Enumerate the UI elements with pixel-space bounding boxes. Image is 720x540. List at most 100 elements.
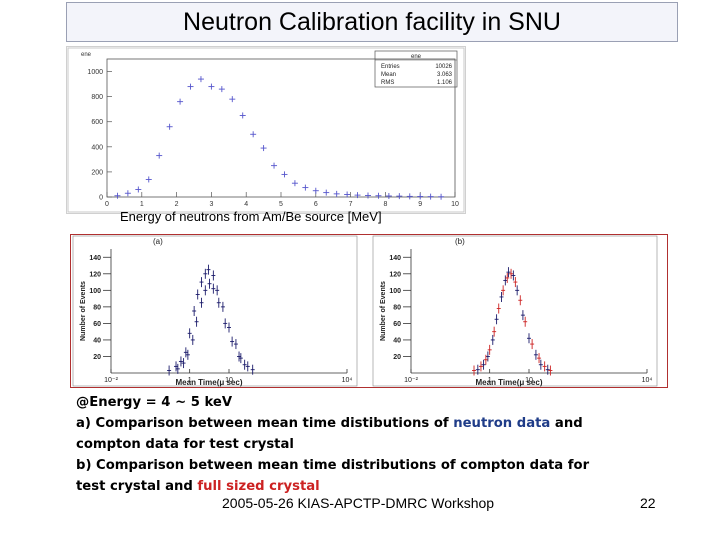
full-sized-crystal-highlight: full sized crystal xyxy=(197,479,320,494)
comparison-a-text: a) Comparison between mean time distibut… xyxy=(76,416,454,431)
data-point xyxy=(354,192,361,199)
y-axis-label: Number of Events xyxy=(380,281,387,341)
x-tick-label: 1 xyxy=(140,201,144,208)
data-point xyxy=(492,326,497,337)
slide-title-box: Neutron Calibration facility in SNU xyxy=(66,2,678,42)
data-point xyxy=(187,83,194,90)
data-point xyxy=(208,83,215,90)
data-point xyxy=(375,192,382,199)
y-tick-label: 60 xyxy=(393,321,401,328)
data-point xyxy=(483,354,488,365)
data-point xyxy=(211,283,216,294)
data-point xyxy=(513,277,518,288)
data-point xyxy=(545,364,550,375)
slide-title: Neutron Calibration facility in SNU xyxy=(183,7,561,36)
data-point xyxy=(227,322,231,333)
data-point xyxy=(195,289,200,300)
comparison-a-line2: compton data for test crystal xyxy=(76,437,294,452)
neutron-data-highlight: neutron data xyxy=(453,416,551,431)
stats-value: 1.106 xyxy=(437,80,453,86)
comparison-b-text: test crystal and xyxy=(76,479,198,494)
data-points xyxy=(114,76,445,200)
data-point xyxy=(192,306,197,316)
data-point xyxy=(174,361,179,372)
comparison-a-and: and xyxy=(550,416,583,431)
x-tick-label: 0 xyxy=(105,201,109,208)
data-point xyxy=(533,349,538,360)
data-point xyxy=(223,318,228,329)
data-point xyxy=(260,145,267,152)
data-point xyxy=(505,272,510,283)
x-tick-label: 5 xyxy=(279,201,283,208)
data-point xyxy=(271,162,278,169)
data-point xyxy=(167,365,172,376)
x-tick-label: 1 xyxy=(488,377,492,384)
data-point xyxy=(206,264,211,275)
data-point xyxy=(344,191,351,198)
y-tick-label: 120 xyxy=(389,271,401,278)
data-point xyxy=(396,193,403,200)
data-point xyxy=(220,301,225,312)
data-point xyxy=(538,359,543,370)
panel-b: (b) 20 40 60 80 100 120 140 10⁻² 1 10 10⁴ Mean Time(… xyxy=(372,235,658,387)
data-point xyxy=(365,192,371,199)
data-point xyxy=(494,314,499,325)
y-tick-label: 1000 xyxy=(87,69,103,76)
data-point xyxy=(203,285,208,296)
data-point xyxy=(207,278,212,289)
stats-value: 3.063 xyxy=(437,72,453,78)
data-point xyxy=(501,285,506,296)
data-point xyxy=(187,328,192,339)
data-point xyxy=(183,347,188,358)
data-point xyxy=(250,131,257,138)
data-point xyxy=(511,270,516,281)
mean-time-panels: (a) 20 40 60 80 100 120 140 10⁻² 1 10 10⁴ Mean Time(… xyxy=(70,234,668,388)
data-point xyxy=(177,98,184,105)
data-point xyxy=(499,291,504,302)
panel-a: (a) 20 40 60 80 100 120 140 10⁻² 1 10 10⁴ Mean Time(… xyxy=(72,235,358,387)
stats-box: ene Entries 10026 Mean 3.063 RMS 1.106 xyxy=(374,50,458,88)
x-tick-label: 2 xyxy=(175,201,179,208)
y-tick-label: 80 xyxy=(93,304,101,311)
data-point xyxy=(199,277,204,288)
data-point xyxy=(527,333,531,344)
axes: 0 200 400 600 800 1000 0 1 2 3 4 5 6 7 8 9 10 xyxy=(87,58,459,208)
footer-workshop: 2005-05-26 KIAS-APCTP-DMRC Workshop xyxy=(222,495,495,511)
data-point xyxy=(438,193,445,200)
stats-value: 10026 xyxy=(435,64,452,70)
data-point xyxy=(490,334,495,345)
y-axis-label: Number of Events xyxy=(80,281,87,341)
data-point xyxy=(197,76,204,83)
data-point xyxy=(509,268,514,279)
stats-name: ene xyxy=(411,54,422,60)
x-axis-label: Mean Time(μ sec) xyxy=(176,378,243,387)
data-point xyxy=(548,365,553,376)
y-tick-label: 140 xyxy=(89,255,101,262)
data-point xyxy=(523,316,528,327)
comparison-b-line1: b) Comparison between mean time distribu… xyxy=(76,458,590,473)
y-tick-label: 20 xyxy=(393,354,401,361)
data-point xyxy=(245,361,250,372)
stats-label: Entries xyxy=(381,64,400,70)
data-point xyxy=(478,361,483,372)
stats-frame xyxy=(374,50,458,88)
x-tick-label: 10 xyxy=(525,377,533,384)
data-point xyxy=(496,303,501,314)
data-point xyxy=(175,363,180,374)
data-point xyxy=(242,359,247,370)
x-tick-label: 10 xyxy=(225,377,233,384)
data-point xyxy=(302,184,309,191)
comparison-a-line1: a) Comparison between mean time distibut… xyxy=(76,413,676,434)
panel-label: (b) xyxy=(455,237,465,246)
data-point xyxy=(323,189,330,196)
data-point xyxy=(427,193,434,200)
x-tick-label: 4 xyxy=(244,201,248,208)
data-point xyxy=(237,351,242,362)
x-tick-label: 10⁴ xyxy=(642,377,653,384)
data-point xyxy=(199,297,204,308)
data-point xyxy=(181,358,186,369)
data-point xyxy=(385,192,392,199)
y-tick-label: 140 xyxy=(389,255,401,262)
